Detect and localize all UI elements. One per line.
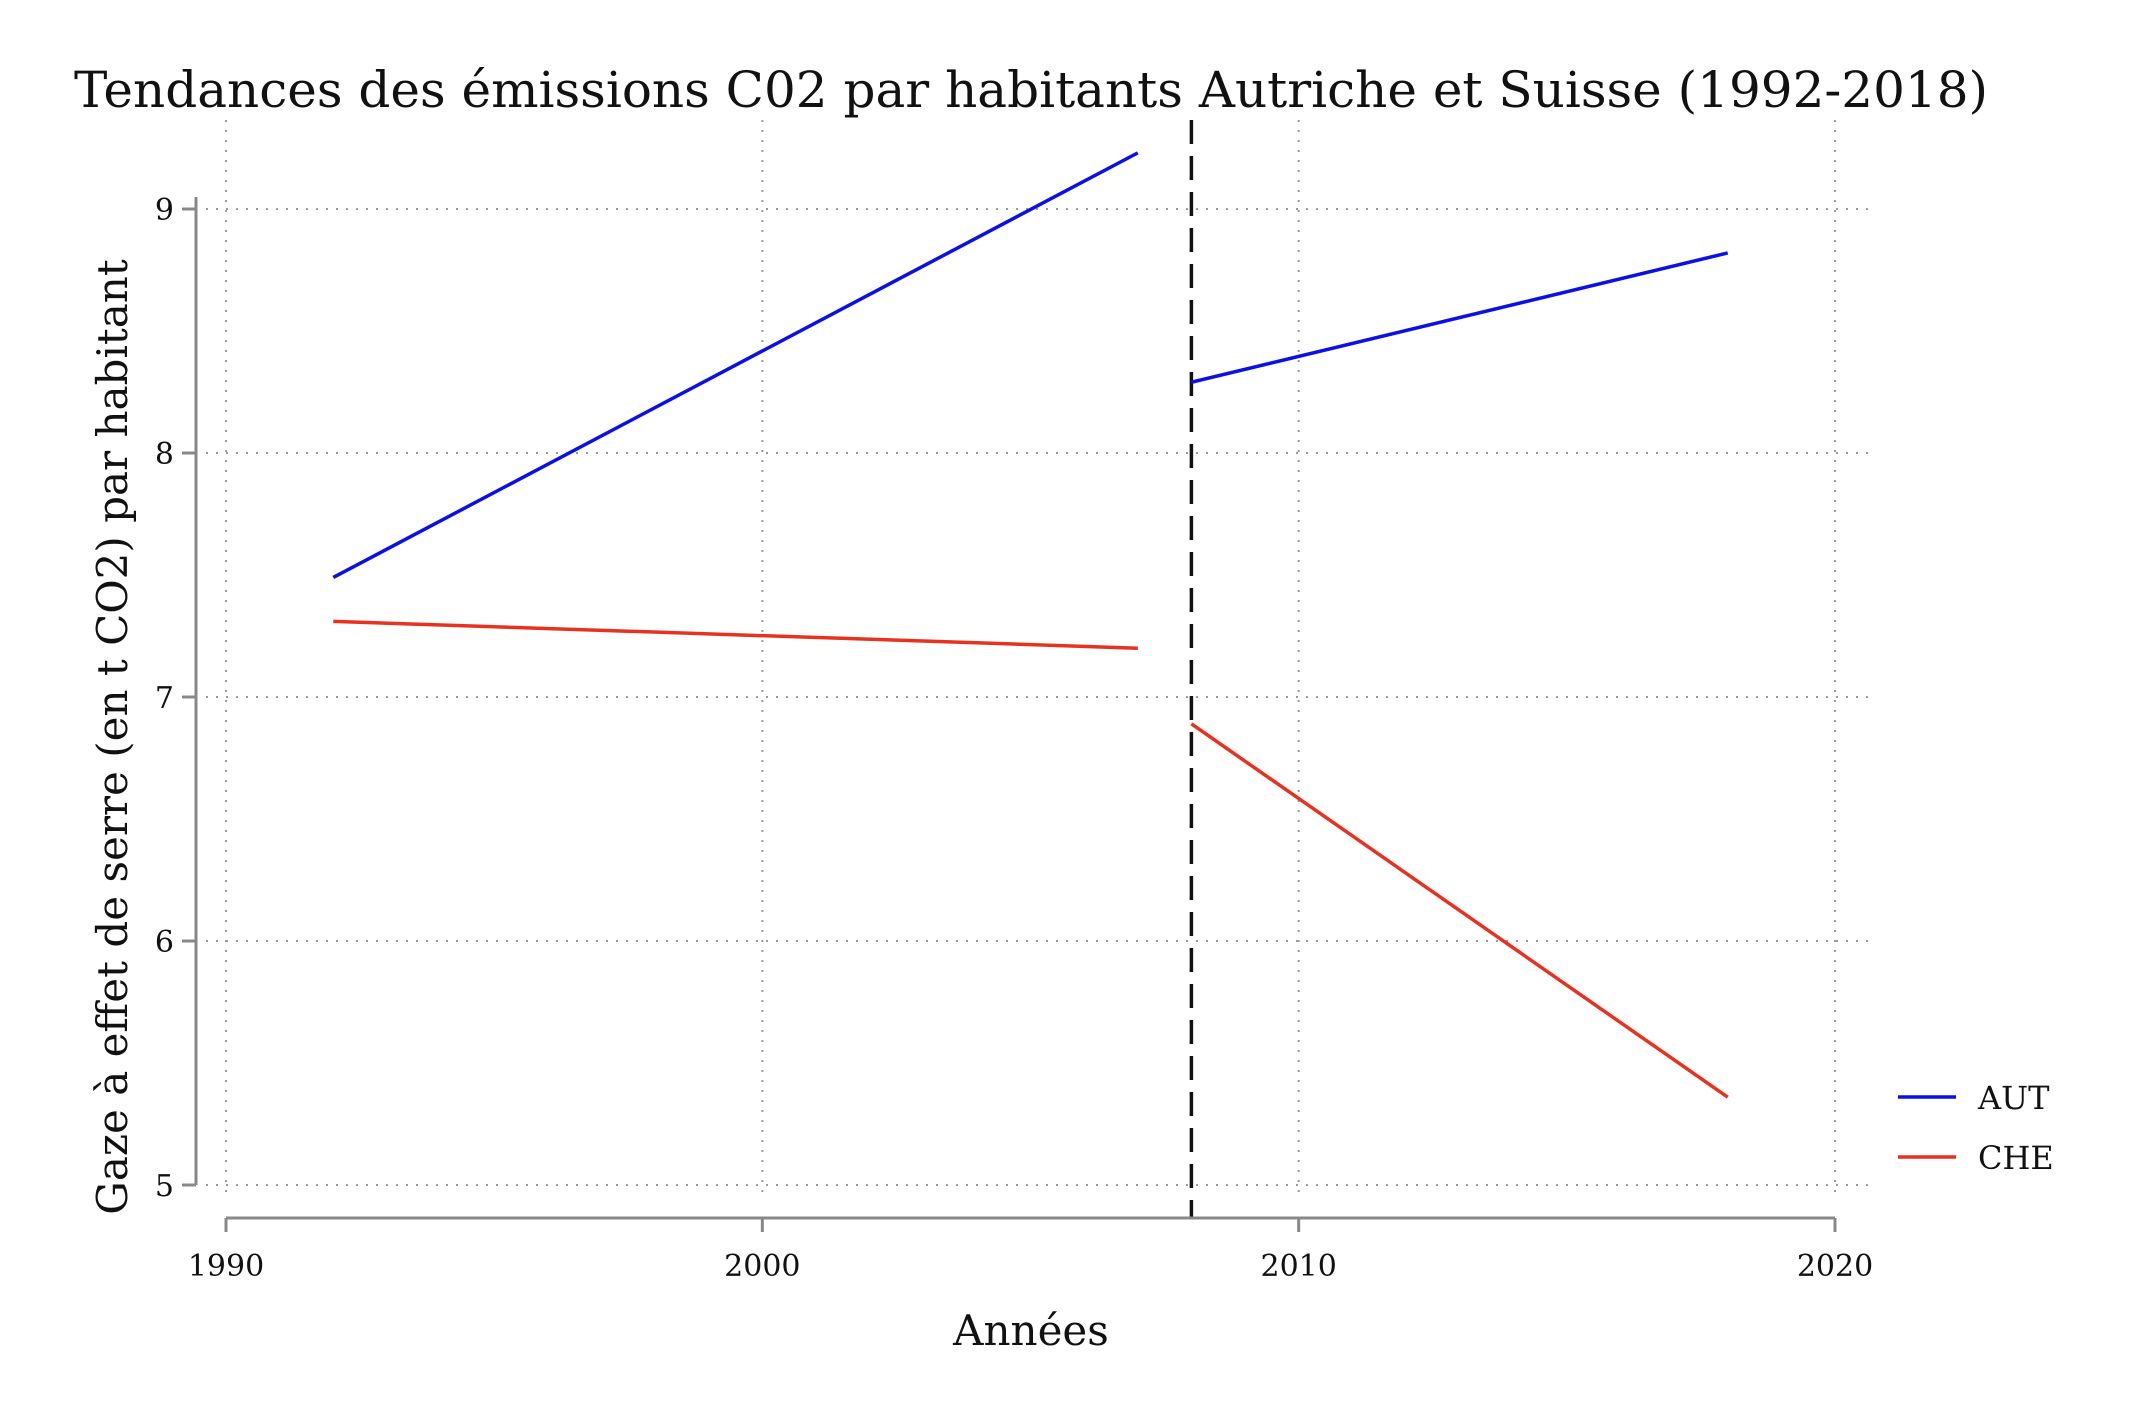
gridlines [206,120,1870,1195]
x-tick-label: 2020 [1797,1249,1873,1284]
legend: AUT CHE [1898,1079,2054,1177]
x-tick-label: 2000 [724,1249,800,1284]
x-tick-label: 2010 [1260,1249,1336,1284]
x-tick-label: 1990 [188,1249,264,1284]
series-line-aut [332,151,1139,579]
series-line-aut [1190,251,1729,384]
legend-label-che: CHE [1978,1139,2054,1177]
chart-title: Tendances des émissions C02 par habitant… [74,61,1988,119]
legend-label-aut: AUT [1977,1079,2050,1117]
y-tick-label: 5 [155,1169,174,1204]
y-tick-label: 6 [155,925,174,960]
y-tick-label: 8 [155,437,174,472]
series-line-che [333,619,1138,650]
x-axis-title: Années [952,1306,1109,1355]
ticks: 5 6 7 8 9 1990 2000 2010 2020 [155,193,1873,1284]
axes [194,197,1835,1220]
series-group [332,151,1729,1099]
y-tick-label: 9 [155,193,174,228]
y-axis-title: Gaze à effet de serre (en t CO2) par hab… [88,259,137,1215]
series-line-che [1190,722,1729,1099]
y-tick-label: 7 [155,681,174,716]
